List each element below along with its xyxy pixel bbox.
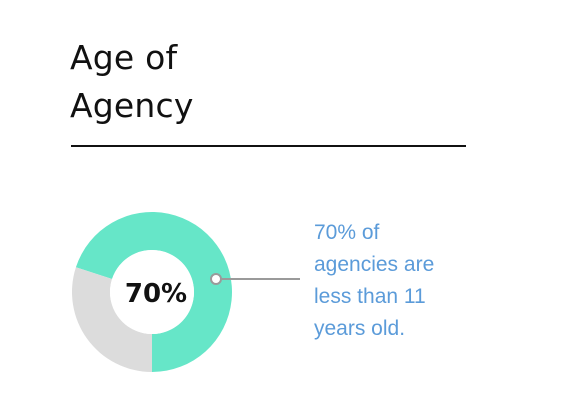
title-line-2: Agency — [70, 86, 194, 125]
callout-line-4: years old. — [314, 317, 406, 340]
donut-slices — [72, 212, 232, 372]
callout-line-3: less than 11 — [314, 285, 426, 308]
donut-hole — [110, 250, 194, 334]
donut-slice-2 — [72, 267, 152, 372]
donut-slice-1 — [75, 212, 232, 372]
page-title: Age of Agency — [70, 34, 470, 130]
callout-text: 70% of agencies are less than 11 years o… — [314, 217, 474, 345]
title-line-1: Age of — [70, 38, 178, 77]
center-value-label: 70% — [125, 279, 187, 309]
callout-line-1: 70% of — [314, 221, 380, 244]
callout-marker — [210, 273, 222, 285]
callout-line-2: agencies are — [314, 253, 435, 276]
title-divider — [71, 145, 466, 147]
